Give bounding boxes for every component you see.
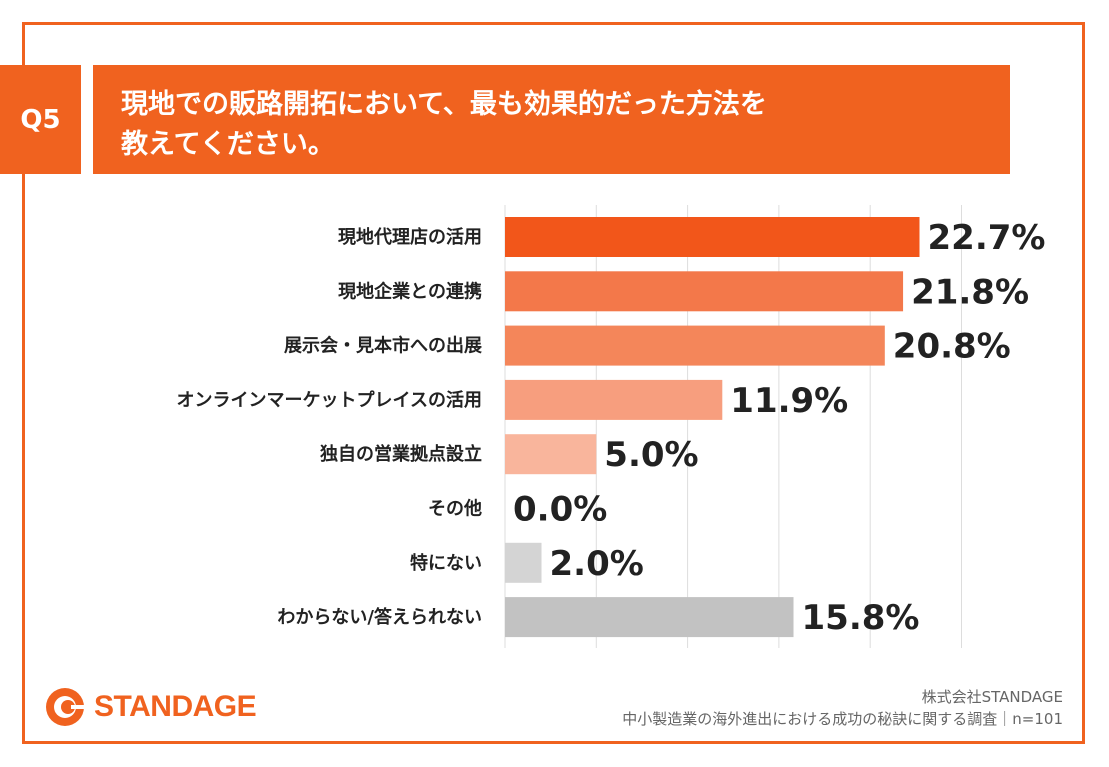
bar (505, 379, 723, 420)
value-label: 0.0% (513, 490, 607, 530)
brand-name: STANDAGE (94, 690, 257, 723)
bar (505, 217, 920, 257)
category-label: オンラインマーケットプレイスの活用 (177, 389, 482, 411)
value-label: 21.8% (911, 272, 1029, 312)
value-label: 15.8% (802, 598, 920, 638)
survey-info: 中小製造業の海外進出における成功の秘訣に関する調査｜n=101 (622, 710, 1063, 728)
value-label: 5.0% (604, 435, 698, 475)
question-number: Q5 (0, 65, 81, 174)
value-label: 22.7% (928, 218, 1046, 258)
bar (505, 271, 904, 312)
value-label: 11.9% (730, 381, 848, 421)
bar (505, 434, 597, 475)
value-label: 2.0% (550, 544, 644, 584)
brand-logo: STANDAGE (44, 686, 257, 728)
question-line-1: 現地での販路開拓において、最も効果的だった方法を (121, 89, 767, 120)
standage-logo-icon (46, 688, 86, 726)
category-label: 現地企業との連携 (338, 280, 482, 302)
source-note: 株式会社STANDAGE 中小製造業の海外進出における成功の秘訣に関する調査｜n… (622, 686, 1063, 730)
value-label: 20.8% (893, 327, 1011, 367)
category-label: 展示会・見本市への出展 (284, 335, 483, 357)
category-label: わからない/答えられない (277, 606, 482, 628)
bar (505, 597, 794, 638)
company-name: 株式会社STANDAGE (921, 688, 1063, 706)
category-label: その他 (428, 498, 482, 520)
bar (505, 542, 542, 583)
category-label: 現地代理店の活用 (338, 226, 482, 248)
question-line-2: 教えてください。 (121, 129, 335, 160)
category-label: 特にない (410, 552, 482, 574)
bar (505, 325, 885, 366)
outer-frame (22, 22, 1085, 744)
category-label: 独自の営業拠点設立 (320, 443, 482, 465)
question-title: 現地での販路開拓において、最も効果的だった方法を 教えてください。 (93, 65, 1010, 174)
